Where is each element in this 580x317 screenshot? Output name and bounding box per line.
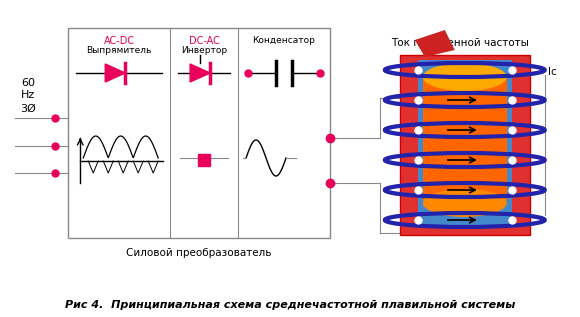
- Bar: [198, 154, 210, 166]
- Polygon shape: [190, 64, 210, 82]
- Text: Im: Im: [462, 90, 478, 103]
- Text: Конденсатор: Конденсатор: [252, 36, 316, 45]
- Text: Ток переменной частоты: Ток переменной частоты: [391, 38, 529, 48]
- Text: AC-DC: AC-DC: [104, 36, 135, 46]
- Ellipse shape: [423, 63, 507, 91]
- Polygon shape: [415, 30, 455, 57]
- Text: 60: 60: [21, 78, 35, 88]
- Text: 3Ø: 3Ø: [20, 104, 36, 114]
- Text: Силовой преобразователь: Силовой преобразователь: [126, 248, 272, 258]
- Bar: [418, 60, 512, 225]
- Bar: [68, 28, 330, 238]
- Text: Hz: Hz: [21, 90, 35, 100]
- Bar: [400, 55, 530, 235]
- Polygon shape: [105, 64, 125, 82]
- Text: Выпрямитель: Выпрямитель: [86, 46, 152, 55]
- Text: Рис 4.  Принципиальная схема среднечастотной плавильной системы: Рис 4. Принципиальная схема среднечастот…: [65, 300, 515, 310]
- Bar: [423, 75, 507, 200]
- Ellipse shape: [423, 189, 507, 217]
- Text: DC-AC: DC-AC: [188, 36, 220, 46]
- Text: Ic: Ic: [548, 67, 556, 77]
- Text: Инвертор: Инвертор: [181, 46, 227, 55]
